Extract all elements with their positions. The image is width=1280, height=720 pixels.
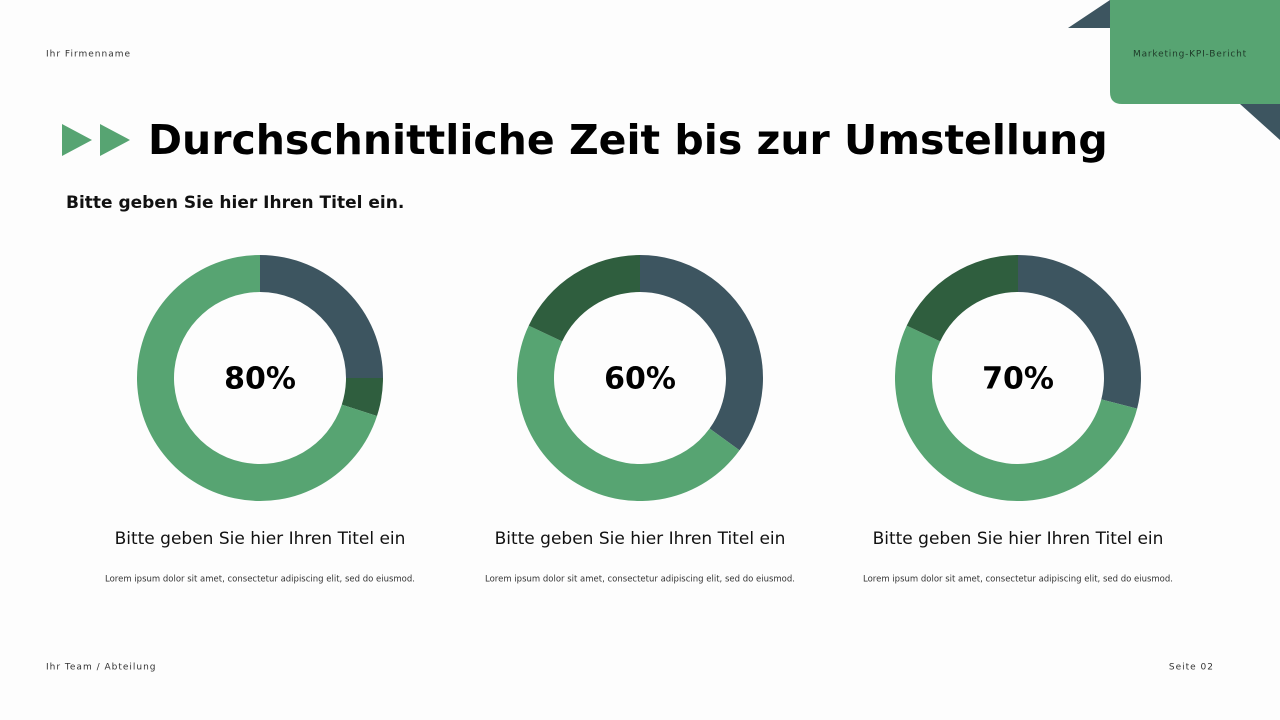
subtitle: Bitte geben Sie hier Ihren Titel ein. xyxy=(66,193,404,213)
donut-segment xyxy=(528,255,640,342)
donut-segment xyxy=(894,325,1138,502)
donut-segment xyxy=(640,255,763,451)
company-name: Ihr Firmenname xyxy=(46,50,131,60)
footer-page: Seite 02 xyxy=(1169,663,1214,673)
decor-triangle xyxy=(1240,104,1280,140)
caption-title: Bitte geben Sie hier Ihren Titel ein xyxy=(115,529,406,549)
center-label: 70% xyxy=(982,362,1054,397)
donut-segment xyxy=(136,255,377,501)
donut-segment xyxy=(517,325,740,501)
donut-segment xyxy=(341,378,383,417)
caption-text: Lorem ipsum dolor sit amet, consectetur … xyxy=(105,575,415,585)
report-name: Marketing-KPI-Bericht xyxy=(1133,50,1247,60)
caption-title: Bitte geben Sie hier Ihren Titel ein xyxy=(873,529,1164,549)
title: Durchschnittliche Zeit bis zur Umstellun… xyxy=(148,116,1108,164)
caption-title: Bitte geben Sie hier Ihren Titel ein xyxy=(495,529,786,549)
caption-text: Lorem ipsum dolor sit amet, consectetur … xyxy=(485,575,795,585)
footer-team: Ihr Team / Abteilung xyxy=(46,663,157,673)
decor-triangle xyxy=(1068,0,1110,28)
donut-segment xyxy=(260,255,383,378)
donut-segment xyxy=(1018,255,1141,409)
decor-tab xyxy=(1110,0,1280,104)
center-label: 80% xyxy=(224,362,296,397)
caption-text: Lorem ipsum dolor sit amet, consectetur … xyxy=(863,575,1173,585)
center-label: 60% xyxy=(604,362,676,397)
donut-segment xyxy=(906,255,1018,342)
title-arrows xyxy=(62,124,130,156)
